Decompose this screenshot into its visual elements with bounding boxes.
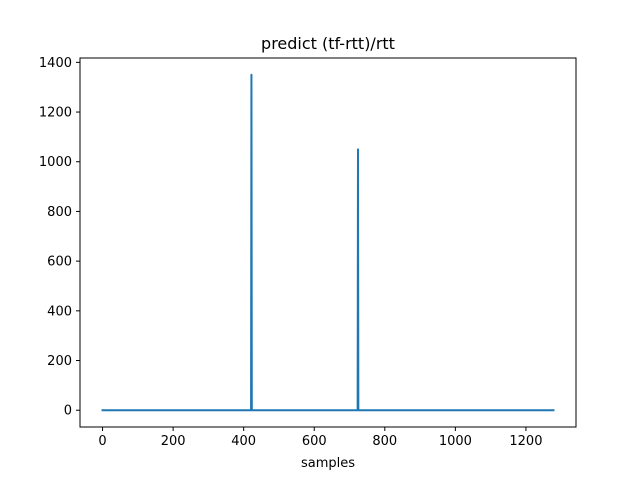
y-tick-label: 1000 [39, 155, 72, 170]
x-tick-label: 600 [302, 434, 327, 449]
x-tick-label: 0 [98, 434, 106, 449]
y-tick-label: 200 [47, 354, 72, 369]
y-tick-label: 1200 [39, 106, 72, 121]
x-tick-label: 1000 [439, 434, 472, 449]
x-tick-label: 1200 [509, 434, 542, 449]
series-line-0 [101, 73, 555, 412]
y-axis-ticks: 0 200 400 600 800 1000 1200 1400 [39, 56, 80, 419]
y-tick-label: 400 [47, 304, 72, 319]
y-tick-label: 800 [47, 205, 72, 220]
plot-series [101, 73, 555, 412]
y-tick-label: 0 [64, 404, 72, 419]
y-tick-label: 1400 [39, 56, 72, 71]
x-tick-label: 800 [372, 434, 397, 449]
y-tick-label: 600 [47, 255, 72, 270]
x-tick-label: 400 [231, 434, 256, 449]
chart-title: predict (tf-rtt)/rtt [261, 34, 395, 53]
plot-area-frame [79, 57, 577, 428]
x-tick-label: 200 [161, 434, 186, 449]
x-axis-label: samples [301, 456, 355, 471]
x-axis-ticks: 0 200 400 600 800 1000 1200 [98, 427, 542, 449]
